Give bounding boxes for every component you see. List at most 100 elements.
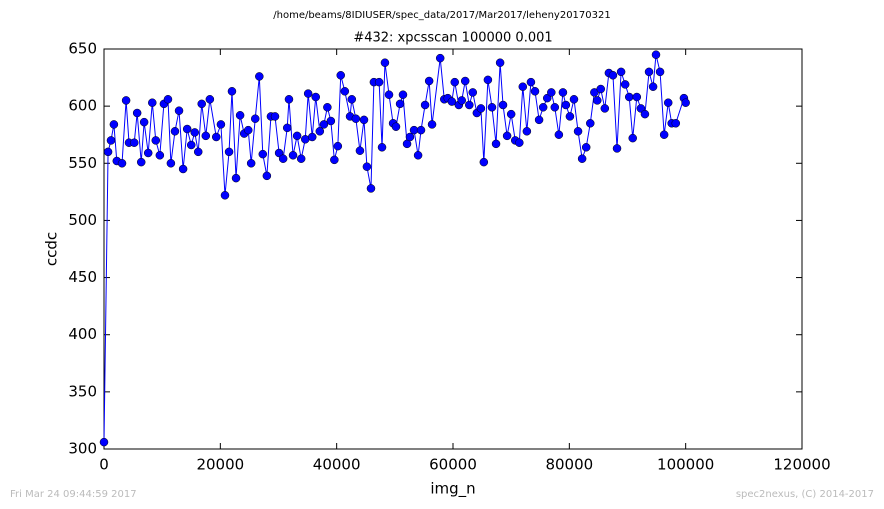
data-point xyxy=(398,90,408,99)
data-point xyxy=(427,120,437,129)
footer-left: Fri Mar 24 09:44:59 2017 xyxy=(10,489,137,500)
data-point xyxy=(166,159,176,168)
data-point xyxy=(569,95,579,104)
x-tick-label: 60000 xyxy=(429,456,477,474)
y-tick-label: 350 xyxy=(68,382,97,400)
data-point xyxy=(224,147,234,157)
data-point xyxy=(671,119,681,128)
data-point xyxy=(216,120,226,129)
data-point xyxy=(212,132,221,142)
data-point xyxy=(315,127,325,136)
data-point xyxy=(250,114,260,123)
data-point xyxy=(612,144,622,153)
data-point xyxy=(178,164,188,174)
data-point xyxy=(336,71,345,80)
x-tick-label: 120000 xyxy=(773,456,830,474)
data-point xyxy=(483,75,493,85)
data-point xyxy=(628,133,637,143)
data-point xyxy=(205,95,215,104)
data-point xyxy=(468,88,478,97)
data-point xyxy=(366,184,376,193)
y-tick-label: 600 xyxy=(68,97,97,115)
data-point xyxy=(616,67,626,77)
data-point xyxy=(663,98,673,107)
data-point xyxy=(632,92,642,102)
data-point xyxy=(151,136,161,145)
data-point xyxy=(182,124,192,134)
data-point xyxy=(103,147,113,157)
data-point xyxy=(659,130,669,139)
data-point xyxy=(148,98,157,107)
data-point xyxy=(351,114,361,123)
data-point xyxy=(129,138,139,147)
data-point xyxy=(227,87,237,96)
data-point xyxy=(447,97,457,106)
data-point xyxy=(608,71,618,80)
data-point xyxy=(292,131,302,141)
data-point xyxy=(99,437,109,447)
data-point xyxy=(498,100,508,110)
data-point xyxy=(244,125,253,135)
data-point xyxy=(424,76,434,86)
data-point xyxy=(282,123,292,133)
data-point xyxy=(624,92,634,102)
footer-right: spec2nexus, (C) 2014-2017 xyxy=(736,489,874,500)
data-point xyxy=(307,132,317,142)
data-point xyxy=(518,82,528,91)
x-tick-label: 40000 xyxy=(313,456,361,474)
data-point xyxy=(506,109,516,119)
data-point xyxy=(391,122,401,131)
data-point xyxy=(476,104,486,113)
data-point xyxy=(296,154,306,163)
x-tick-label: 0 xyxy=(99,456,109,474)
data-point xyxy=(190,128,199,137)
data-point xyxy=(136,157,146,167)
data-point xyxy=(231,173,241,183)
data-point xyxy=(220,191,230,200)
data-point xyxy=(600,104,610,113)
data-point xyxy=(303,89,313,98)
data-point xyxy=(155,151,165,160)
data-point xyxy=(395,99,405,109)
chart-title: #432: xpcsscan 100000 0.001 xyxy=(353,31,552,46)
data-point xyxy=(284,95,294,104)
data-point xyxy=(573,127,583,136)
y-tick-label: 450 xyxy=(68,268,97,286)
data-point xyxy=(235,111,245,120)
data-point xyxy=(526,77,536,87)
data-point xyxy=(347,95,357,104)
data-point xyxy=(143,148,153,158)
data-point xyxy=(565,112,575,121)
y-tick-label: 550 xyxy=(68,154,97,172)
data-point xyxy=(117,159,127,168)
data-point xyxy=(330,155,339,165)
data-point xyxy=(655,67,665,77)
data-point xyxy=(538,103,548,112)
data-point xyxy=(530,87,540,96)
data-point xyxy=(547,88,556,97)
data-point xyxy=(187,140,196,150)
data-point xyxy=(170,127,180,136)
data-point xyxy=(274,148,284,158)
data-point xyxy=(340,87,350,96)
data-point xyxy=(561,100,571,110)
data-point xyxy=(377,143,387,152)
data-point xyxy=(197,99,206,109)
data-point xyxy=(106,136,116,145)
data-point xyxy=(593,96,602,105)
data-point xyxy=(193,147,203,157)
data-point xyxy=(648,82,658,91)
data-point xyxy=(374,77,384,87)
data-point xyxy=(384,90,394,99)
data-point xyxy=(640,109,650,119)
series-line xyxy=(103,54,687,443)
x-axis-label: img_n xyxy=(430,480,475,499)
data-point xyxy=(416,125,426,135)
data-point xyxy=(258,149,268,159)
data-point xyxy=(355,146,365,155)
data-point xyxy=(121,96,131,105)
data-point xyxy=(262,171,272,181)
data-point xyxy=(359,115,369,125)
data-point xyxy=(163,95,173,104)
x-tick-label: 20000 xyxy=(196,456,244,474)
